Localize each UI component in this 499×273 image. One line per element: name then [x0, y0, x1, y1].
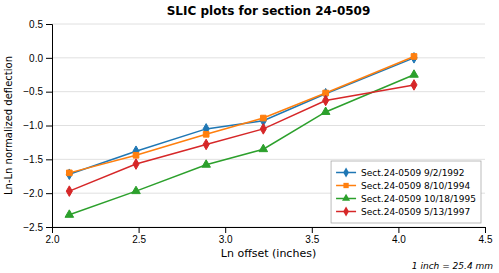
tick-mark [398, 227, 399, 233]
tick: 3.5 [305, 227, 319, 245]
tick-mark [46, 24, 52, 25]
tick-mark [485, 227, 486, 233]
point [202, 160, 211, 167]
point [203, 139, 209, 150]
tick-label: −2.5 [23, 222, 43, 233]
tick: −2.0 [23, 188, 52, 199]
legend-marker [343, 207, 349, 217]
legend-label: Sect.24-0509 8/10/1994 [361, 181, 470, 191]
tick: 3.0 [219, 227, 233, 245]
tick: 2.5 [132, 227, 146, 245]
tick: −1.0 [23, 120, 52, 131]
point [65, 210, 74, 217]
legend-label: Sect.24-0509 5/13/1997 [361, 207, 470, 217]
grid-line [52, 57, 485, 58]
point [66, 169, 72, 180]
tick-label: 4.5 [479, 234, 493, 245]
annotation: 1 inch = 25.4 mm [412, 261, 493, 271]
tick: 0.5 [29, 19, 52, 30]
y-grid [52, 24, 485, 227]
y-axis-title: Ln-Ln normalized deflection [3, 56, 14, 195]
tick-label: 0.5 [29, 19, 43, 30]
grid-line [52, 24, 485, 25]
tick-label: −1.0 [23, 120, 43, 131]
point [321, 107, 330, 114]
chart: 2.0 2.5 3.0 3.5 4.0 4.5 −2.5 −2.0 −1.5 −1.0 −0.5 0.… [0, 0, 499, 273]
tick-mark [139, 227, 140, 233]
series-markers [66, 53, 417, 180]
point [203, 131, 209, 137]
axis-line [46, 25, 53, 228]
tick-mark [46, 92, 52, 93]
point [66, 186, 72, 197]
tick-mark [46, 227, 52, 228]
tick-mark [46, 126, 52, 127]
axis-line [53, 228, 486, 234]
legend-marker [343, 183, 348, 188]
tick-mark [46, 159, 52, 160]
legend: Sect.24-0509 9/2/1992 Sect.24-0509 8/10/1… [331, 161, 481, 223]
tick-label: 2.5 [132, 234, 146, 245]
legend-marker [343, 168, 349, 178]
grid-line [52, 91, 485, 92]
tick-label: −0.5 [23, 86, 43, 97]
tick-label: 4.0 [392, 234, 406, 245]
series-markers [66, 54, 416, 176]
legend-box [331, 161, 481, 223]
point [323, 95, 329, 106]
tick-mark [46, 193, 52, 194]
point [66, 170, 72, 176]
point [133, 152, 139, 158]
tick-label: −1.5 [23, 154, 43, 165]
tick: −2.5 [23, 222, 52, 233]
tick: 4.0 [392, 227, 406, 245]
y-axis: −2.5 −2.0 −1.5 −1.0 −0.5 0.0 0.5 [23, 19, 52, 233]
point [411, 54, 417, 60]
title: SLIC plots for section 24-0509 [167, 4, 371, 18]
legend-item: Sect.24-0509 10/18/1995 [336, 194, 476, 204]
legend-item: Sect.24-0509 9/2/1992 [336, 168, 464, 178]
tick-label: 0.0 [29, 53, 43, 64]
tick-mark [312, 227, 313, 233]
tick-label: 2.0 [46, 234, 60, 245]
point [260, 115, 266, 121]
point [132, 186, 141, 193]
chart-container: 2.0 2.5 3.0 3.5 4.0 4.5 −2.5 −2.0 −1.5 −1.0 −0.5 0.… [0, 0, 499, 273]
legend-item: Sect.24-0509 5/13/1997 [336, 207, 470, 217]
point [259, 144, 268, 151]
point [260, 124, 266, 135]
legend-label: Sect.24-0509 10/18/1995 [361, 194, 476, 204]
legend-label: Sect.24-0509 9/2/1992 [361, 168, 464, 178]
x-axis-title: Ln offset (inches) [221, 247, 316, 260]
tick: 4.5 [479, 227, 493, 245]
tick-mark [225, 227, 226, 233]
x-axis: 2.0 2.5 3.0 3.5 4.0 4.5 [46, 227, 493, 245]
point [411, 80, 417, 91]
plot: 2.0 2.5 3.0 3.5 4.0 4.5 −2.5 −2.0 −1.5 −1.0 −0.5 0.… [23, 19, 493, 245]
legend-marker [342, 194, 350, 201]
tick-label: −2.0 [23, 188, 43, 199]
legend-item: Sect.24-0509 8/10/1994 [336, 181, 470, 191]
tick-label: 3.5 [305, 234, 319, 245]
tick-mark [46, 58, 52, 59]
point [411, 53, 417, 64]
tick: −0.5 [23, 86, 52, 97]
tick: 2.0 [46, 227, 60, 245]
tick: −1.5 [23, 154, 52, 165]
tick-label: 3.0 [219, 234, 233, 245]
tick: 0.0 [29, 53, 52, 64]
point [410, 70, 419, 77]
series-line [69, 58, 414, 174]
point [133, 159, 139, 170]
